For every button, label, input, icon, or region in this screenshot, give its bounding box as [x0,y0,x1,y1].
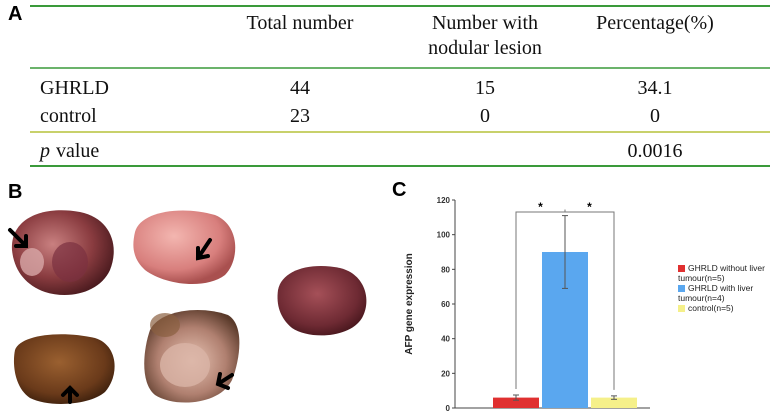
panel-label: B [8,181,22,203]
p-symbol: p [38,140,50,162]
table-cell: 0 [480,105,490,127]
legend-label: GHRLD without liver tumour(n=5) [678,263,765,283]
y-tick-label: 100 [437,231,451,240]
y-tick-label: 40 [441,335,450,344]
significance-star: * [587,200,592,214]
row-label: GHRLD [40,77,109,99]
column-header: Total number [247,12,354,34]
y-tick-label: 60 [441,300,450,309]
y-tick-label: 80 [441,265,450,274]
column-header: nodular lesion [428,37,542,59]
column-header: Number with [432,12,538,34]
y-tick-label: 0 [446,404,451,413]
table-cell: 15 [475,77,495,99]
column-header: Percentage(%) [596,12,714,34]
legend-line: tumour(n=4) [678,293,725,303]
legend-label: GHRLD with liver tumour(n=4) [678,283,753,303]
row-label: control [40,105,97,127]
bar [591,397,637,408]
legend-swatch [678,265,685,272]
legend-line: tumour(n=5) [678,273,725,283]
legend-swatch [678,305,685,312]
legend-line: GHRLD with liver [688,283,753,293]
row-label-text: value [56,140,99,162]
bar [493,397,539,408]
table-cell: 34.1 [638,77,673,99]
row-label: p value [38,140,99,162]
legend-line: GHRLD without liver [688,263,765,273]
legend-label: control(n=5) [688,303,734,313]
table-cell: 0.0016 [628,140,683,162]
significance-bracket [564,209,615,390]
table-cell: 44 [290,77,310,99]
y-axis-label: AFP gene expression [404,253,415,355]
legend-swatch [678,285,685,292]
panel-label: A [8,3,22,25]
panel-label: C [392,179,406,201]
y-tick-label: 120 [437,196,451,205]
significance-star: * [538,200,543,214]
liver-photos [8,210,367,404]
table-cell: 0 [650,105,660,127]
table-cell: 23 [290,105,310,127]
y-tick-label: 20 [441,369,450,378]
